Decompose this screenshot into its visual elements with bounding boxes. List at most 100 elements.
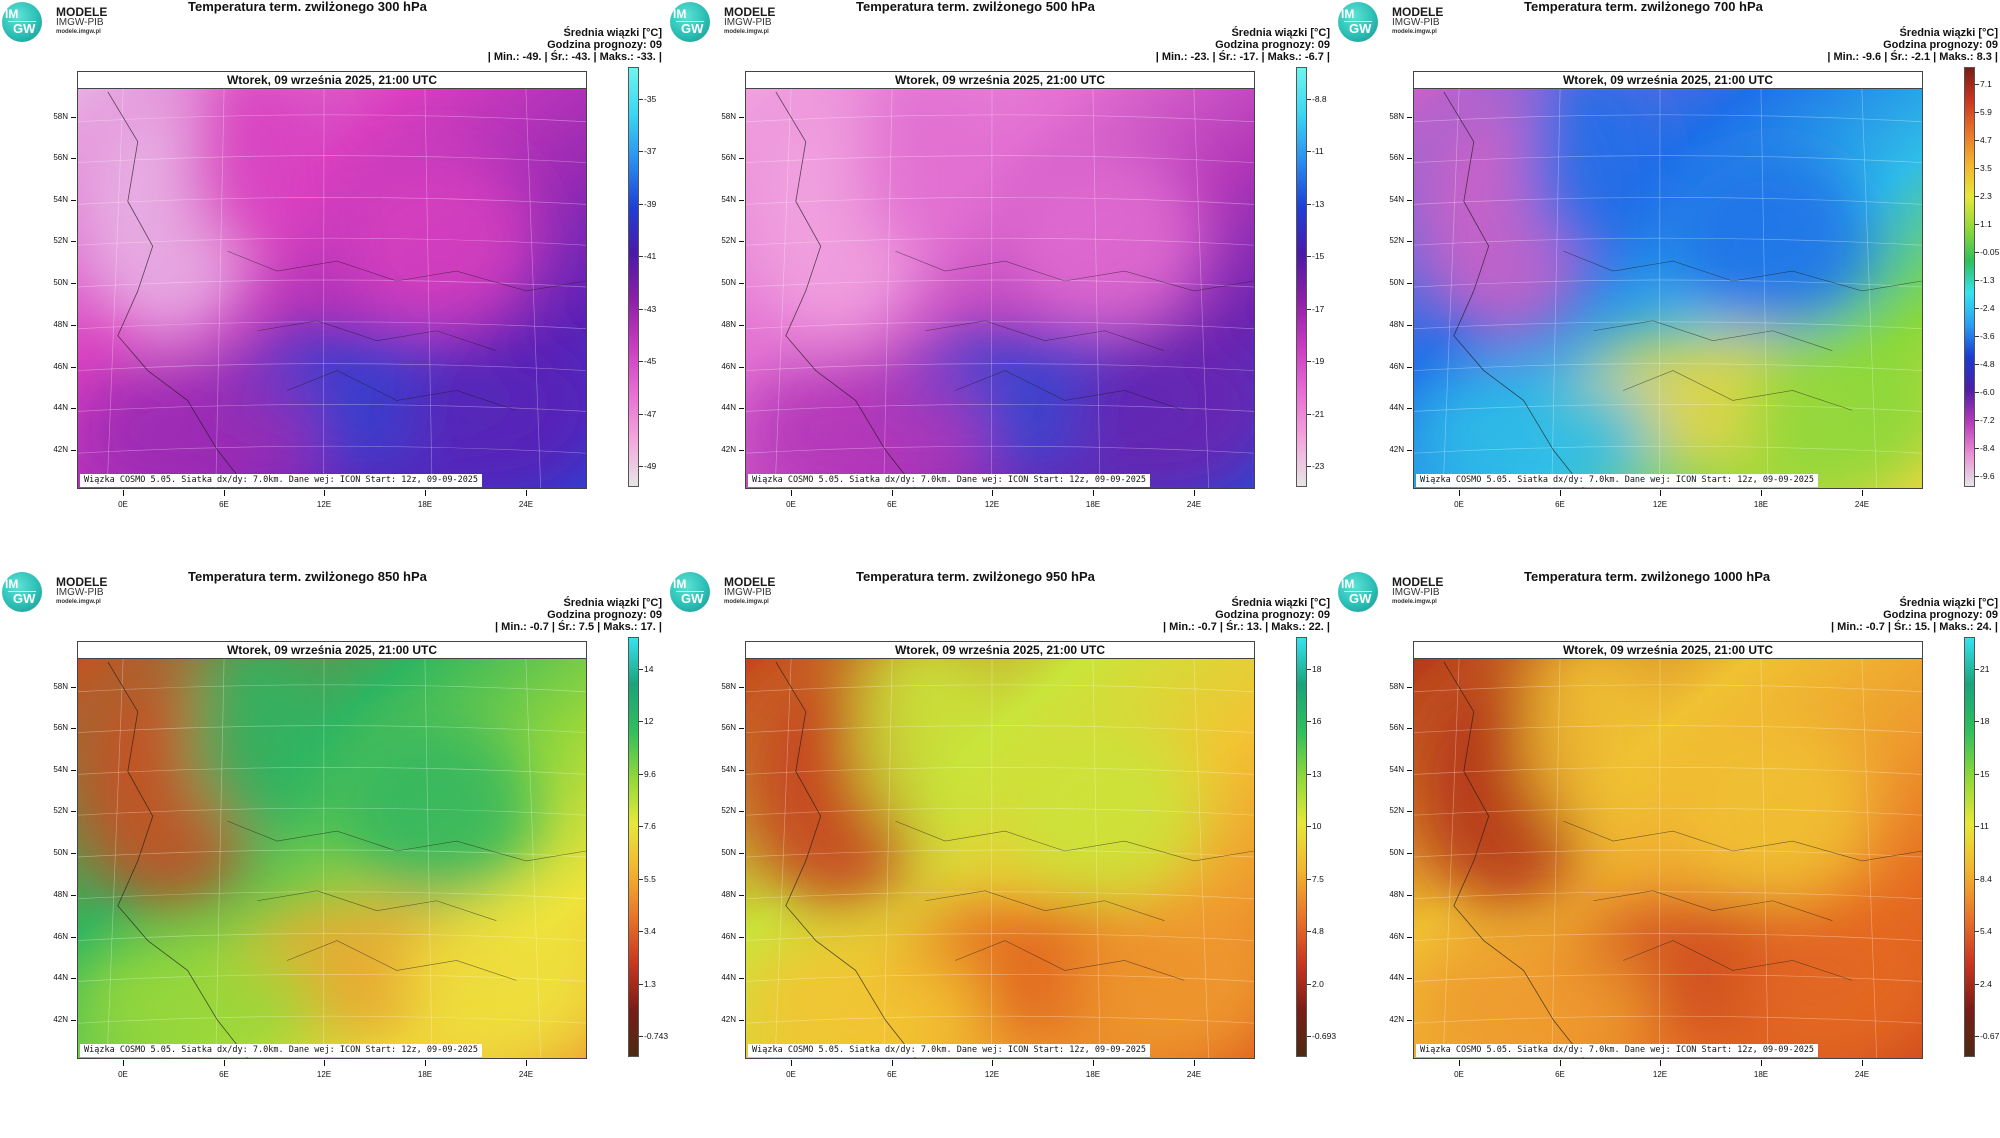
logo-mark-top: IM xyxy=(673,577,687,591)
logo-line-2: IMGW-PIB xyxy=(1392,17,1440,28)
graticule-lat xyxy=(1414,725,1922,733)
lat-tick xyxy=(71,325,76,326)
colorbar-label: 4.7 xyxy=(1980,134,1992,145)
info-stats: | Min.: -9.6 | Śr.: -2.1 | Maks.: 8.3 | xyxy=(1827,51,1998,63)
colorbar-tick xyxy=(639,98,643,100)
lon-tick xyxy=(224,490,225,496)
colorbar-label: -3.6 xyxy=(1980,330,1995,341)
graticule-lon xyxy=(1192,72,1210,488)
graticule-lat xyxy=(78,684,586,693)
lat-label: 42N xyxy=(721,1015,736,1024)
lon-label: 0E xyxy=(1454,1070,1464,1079)
colorbar-tick xyxy=(1975,475,1979,477)
graticule-lat xyxy=(78,933,586,941)
graticule-lat xyxy=(78,363,586,371)
lat-tick xyxy=(1407,283,1412,284)
imgw-logo-mark: IM GW xyxy=(670,572,710,612)
colorbar-label: -37 xyxy=(644,146,657,156)
colorbar-tick xyxy=(1975,279,1979,281)
lat-tick xyxy=(71,1020,76,1021)
lat-label: 58N xyxy=(1389,112,1404,121)
colorbar-label: 12 xyxy=(644,716,654,726)
colorbar-tick xyxy=(1307,98,1311,100)
graticule-lat xyxy=(1414,684,1922,693)
graticule-lat xyxy=(746,445,1254,454)
lat-tick xyxy=(71,770,76,771)
lat-tick xyxy=(1407,450,1412,451)
graticule-lat xyxy=(1414,445,1922,454)
graticule-lon xyxy=(991,72,993,488)
colorbar-tick xyxy=(1975,83,1979,85)
colorbar-label: 5.4 xyxy=(1980,926,1992,936)
graticule-lat xyxy=(746,933,1254,941)
graticule-lon xyxy=(1551,642,1561,1058)
model-footer: Wiązka COSMO 5.05. Siatka dx/dy: 7.0km. … xyxy=(748,1044,1151,1057)
graticule-lat xyxy=(1414,891,1922,900)
field-patch xyxy=(1672,721,1873,901)
graticule-lon xyxy=(1760,642,1769,1058)
lon-label: 12E xyxy=(316,500,332,509)
lat-tick xyxy=(71,450,76,451)
lat-label: 42N xyxy=(53,445,68,454)
lat-label: 52N xyxy=(721,236,736,245)
info-subtitle: Średnia wiązki [°C] xyxy=(563,27,662,39)
lon-tick xyxy=(123,1060,124,1066)
lat-label: 42N xyxy=(53,1015,68,1024)
colorbar-label: -4.8 xyxy=(1980,358,1995,369)
colorbar-tick xyxy=(1307,203,1311,205)
info-subtitle: Średnia wiązki [°C] xyxy=(1899,597,1998,609)
lat-tick xyxy=(739,367,744,368)
graticule-lon xyxy=(774,642,793,1058)
map-panel: IM GW MODELE IMGW-PIB modele.imgw.pl Temperat… xyxy=(0,569,668,1138)
map-panel: IM GW MODELE IMGW-PIB modele.imgw.pl Temperat… xyxy=(668,569,1336,1138)
coastline xyxy=(775,661,916,1058)
colorbar-tick xyxy=(1307,466,1311,467)
lat-label: 50N xyxy=(53,278,68,287)
graticule-lat xyxy=(746,279,1254,288)
colorbar-label: -2.4 xyxy=(1980,302,1995,313)
colorbar-tick xyxy=(1307,151,1311,152)
colorbar-label: -8.4 xyxy=(1980,442,1995,453)
colorbar-label: -21 xyxy=(1312,408,1325,419)
graticule-lat xyxy=(1414,237,1922,246)
graticule-lat xyxy=(78,974,586,982)
lat-label: 42N xyxy=(1389,445,1404,454)
lat-tick xyxy=(71,687,76,688)
lon-label: 6E xyxy=(1555,1070,1565,1079)
lat-label: 54N xyxy=(721,765,736,774)
colorbar-label: 2.0 xyxy=(1312,978,1324,989)
colorbar-label: 10 xyxy=(1312,821,1322,831)
colorbar-tick xyxy=(1975,721,1979,722)
map-frame: Wtorek, 09 września 2025, 21:00 UTC Wiązk… xyxy=(745,71,1255,489)
colorbar-tick xyxy=(1307,931,1311,932)
colorbar-tick xyxy=(639,151,643,152)
country-borders xyxy=(1563,820,1922,981)
lon-tick xyxy=(324,1060,325,1066)
lon-tick xyxy=(992,490,993,496)
map-frame: Wtorek, 09 września 2025, 21:00 UTC Wiązk… xyxy=(745,641,1255,1059)
field-patch xyxy=(406,330,586,488)
temperature-field xyxy=(1414,72,1922,488)
colorbar-tick xyxy=(1975,139,1979,141)
lon-label: 6E xyxy=(887,1070,897,1079)
graticule-lat xyxy=(746,849,1254,858)
colorbar-tick xyxy=(1307,721,1311,722)
graticule-lat xyxy=(1414,849,1922,858)
info-block: Średnia wiązki [°C] Godzina prognozy: 09 |… xyxy=(1831,597,1998,633)
info-forecast-hour: Godzina prognozy: 09 xyxy=(1883,39,1998,51)
colorbar-label: -7.2 xyxy=(1980,414,1995,425)
info-block: Średnia wiązki [°C] Godzina prognozy: 09 |… xyxy=(1827,27,1998,63)
country-borders xyxy=(227,250,586,411)
colorbar-tick xyxy=(1307,361,1311,362)
map-panel: IM GW MODELE IMGW-PIB modele.imgw.pl Temperat… xyxy=(0,0,668,568)
logo-line-3: modele.imgw.pl xyxy=(724,599,769,605)
lon-label: 6E xyxy=(219,500,229,509)
graticule-lat xyxy=(1414,197,1922,205)
lat-tick xyxy=(739,811,744,812)
lon-label: 6E xyxy=(887,500,897,509)
colorbar-label: 18 xyxy=(1980,716,1990,726)
date-bar: Wtorek, 09 września 2025, 21:00 UTC xyxy=(78,642,586,659)
graticule-lon xyxy=(883,642,893,1058)
colorbar xyxy=(1296,67,1307,487)
graticule-lat xyxy=(1414,933,1922,941)
